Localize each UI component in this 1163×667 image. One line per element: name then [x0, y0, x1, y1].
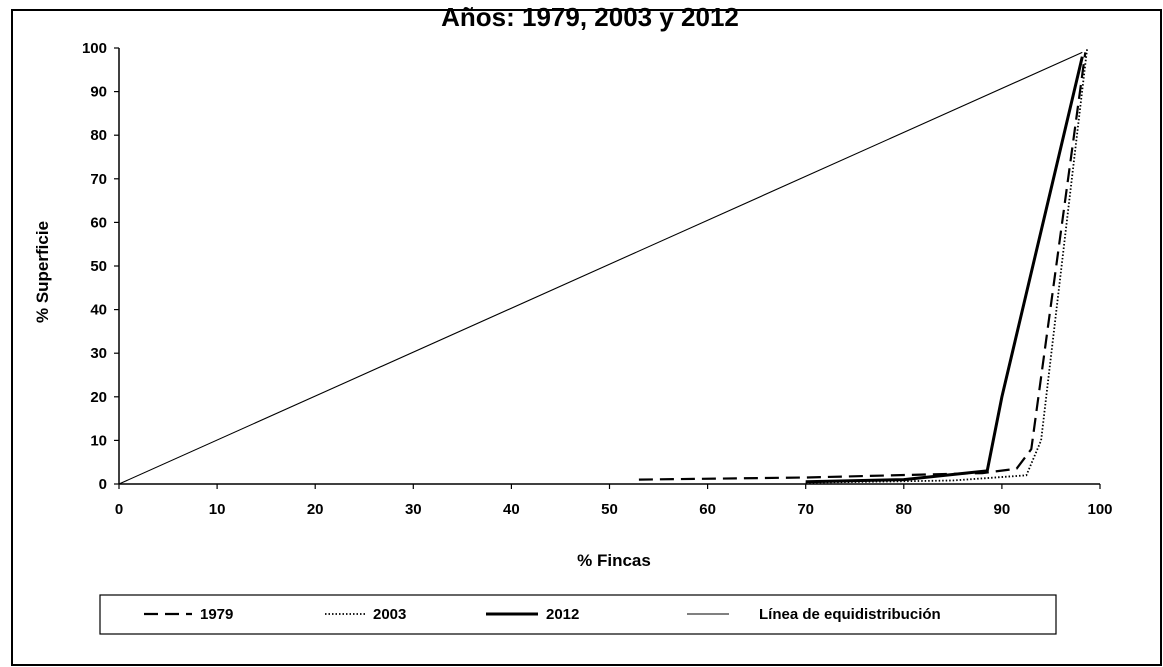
- x-tick-label: 10: [209, 501, 226, 518]
- x-tick-label: 0: [115, 501, 123, 518]
- chart-title: Años: 1979, 2003 y 2012: [441, 2, 739, 32]
- legend-box: [99, 594, 1057, 635]
- x-tick-label: 40: [503, 501, 520, 518]
- x-tick-label: 70: [797, 501, 814, 518]
- series-layer: [118, 47, 1089, 485]
- axis-ticks: 0 10 20 30 40 50 60 70 80 90 100 0 10 20 30 40 50 60 70 80 9…: [82, 40, 1113, 518]
- y-tick-label: 50: [90, 258, 107, 275]
- series-line-2012: [805, 56, 1084, 484]
- series-line-1979: [638, 52, 1087, 481]
- series-line-2003: [805, 47, 1089, 484]
- chart-frame: [11, 9, 1162, 666]
- y-tick-label: 10: [90, 432, 107, 449]
- x-tick-label: 20: [307, 501, 324, 518]
- x-tick-label: 30: [405, 501, 422, 518]
- legend-label: 2012: [546, 606, 579, 623]
- y-tick-label: 90: [90, 84, 107, 101]
- y-tick-label: 80: [90, 127, 107, 144]
- y-tick-label: 40: [90, 302, 107, 319]
- y-tick-label: 100: [82, 40, 107, 57]
- legend-label: Línea de equidistribución: [759, 606, 941, 623]
- y-tick-label: 30: [90, 345, 107, 362]
- y-tick-label: 20: [90, 389, 107, 406]
- y-tick-label: 0: [99, 476, 107, 493]
- x-tick-label: 60: [699, 501, 716, 518]
- legend-label: 1979: [200, 606, 233, 623]
- x-tick-label: 50: [601, 501, 618, 518]
- y-tick-label: 60: [90, 214, 107, 231]
- legend: 1979 2003 2012 Línea de equidistribución: [144, 606, 941, 623]
- y-axis-label: % Superficie: [33, 221, 52, 323]
- x-tick-label: 100: [1087, 501, 1112, 518]
- series-line-l-nea-de-equidistribuci-n: [118, 51, 1083, 485]
- x-axis-label: % Fincas: [577, 551, 651, 570]
- y-tick-label: 70: [90, 171, 107, 188]
- x-tick-label: 90: [994, 501, 1011, 518]
- x-tick-label: 80: [895, 501, 912, 518]
- legend-label: 2003: [373, 606, 406, 623]
